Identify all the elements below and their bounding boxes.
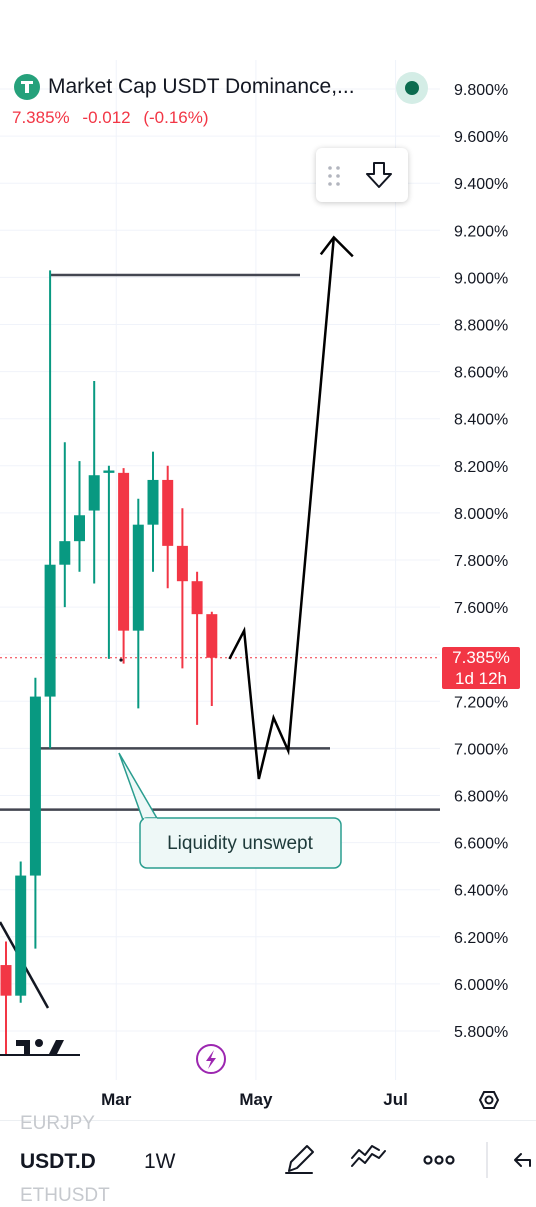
candle-body [132, 524, 144, 631]
current-price-value: 7.385% [452, 648, 510, 667]
x-tick-label: Mar [101, 1090, 132, 1109]
candle-body [74, 515, 85, 542]
market-status-icon[interactable] [396, 72, 428, 104]
candle-body [176, 545, 188, 582]
y-tick-label: 9.600% [454, 129, 508, 146]
price-change: -0.012 [82, 108, 131, 127]
candle-body [206, 614, 218, 658]
y-tick-label: 8.800% [454, 318, 508, 335]
scroll-to-latest-widget[interactable] [316, 148, 408, 202]
candle-body [118, 472, 130, 631]
toolbar-icons [285, 1142, 531, 1178]
candle-body [59, 541, 71, 565]
price-change-pct: (-0.16%) [143, 108, 209, 127]
projection-arrowhead [319, 235, 354, 258]
y-tick-label: 7.000% [454, 741, 508, 758]
current-price-badge: 7.385% 1d 12h [442, 647, 520, 689]
y-tick-label: 6.400% [454, 883, 508, 900]
y-tick-label: 8.200% [454, 459, 508, 476]
candle-body [191, 581, 203, 615]
y-tick-label: 9.400% [454, 176, 508, 193]
y-tick-label: 6.200% [454, 930, 508, 947]
y-tick-label: 9.800% [454, 82, 508, 99]
timeframe-selector[interactable]: 1W [144, 1150, 176, 1173]
y-tick-label: 7.200% [454, 694, 508, 711]
y-tick-label: 5.800% [454, 1024, 508, 1041]
x-tick-label: Jul [383, 1090, 408, 1109]
candle-body [88, 475, 100, 511]
chart-settings-icon[interactable] [478, 1091, 500, 1109]
logo-part [16, 1040, 30, 1056]
candle-body [162, 479, 174, 546]
tether-logo-icon [14, 74, 40, 100]
undo-icon[interactable] [514, 1153, 531, 1167]
widget-icons [328, 162, 392, 188]
flash-ring [196, 1044, 226, 1074]
last-price: 7.385% [12, 108, 70, 127]
marker-dot [119, 658, 123, 662]
y-tick-label: 8.600% [454, 365, 508, 382]
gear-center [484, 1095, 494, 1105]
drag-handle-icon [328, 166, 340, 186]
y-tick-label: 6.000% [454, 977, 508, 994]
x-tick-label: May [239, 1090, 273, 1109]
candle-body [29, 696, 41, 876]
y-tick-label: 9.000% [454, 270, 508, 287]
candle-body [147, 479, 159, 525]
trend-tools-icon[interactable] [351, 1145, 386, 1167]
logo-part [35, 1039, 43, 1047]
more-icon[interactable] [423, 1155, 455, 1165]
arrow-down-icon [366, 162, 392, 188]
annotation-text: Liquidity unswept [167, 833, 313, 854]
gear-outline [478, 1091, 500, 1109]
candle-body [103, 470, 115, 473]
y-tick-label: 6.800% [454, 789, 508, 806]
event-flash-icon[interactable] [196, 1044, 226, 1074]
symbol-list-prev[interactable]: EURJPY [20, 1113, 95, 1134]
y-tick-label: 8.400% [454, 412, 508, 429]
candle-body [44, 564, 56, 697]
symbol-selector[interactable]: USDT.D [20, 1150, 96, 1173]
drawing-pen-icon[interactable] [285, 1145, 314, 1174]
quote-line: 7.385% -0.012 (-0.16%) [12, 108, 217, 128]
symbol-title[interactable]: Market Cap USDT Dominance,... [14, 70, 355, 104]
projection-path [228, 237, 336, 780]
candle-body [0, 965, 12, 996]
flash-bolt [206, 1050, 216, 1069]
tradingview-logo-icon [0, 1039, 80, 1056]
callout-box [139, 817, 342, 869]
y-tick-label: 9.200% [454, 223, 508, 240]
logo-part [48, 1040, 64, 1056]
y-tick-label: 7.800% [454, 553, 508, 570]
symbol-title-text: Market Cap USDT Dominance,... [48, 75, 355, 98]
bar-countdown: 1d 12h [455, 669, 507, 688]
candle-body [15, 875, 27, 996]
y-tick-label: 8.000% [454, 506, 508, 523]
y-tick-label: 6.600% [454, 836, 508, 853]
y-tick-label: 7.600% [454, 600, 508, 617]
